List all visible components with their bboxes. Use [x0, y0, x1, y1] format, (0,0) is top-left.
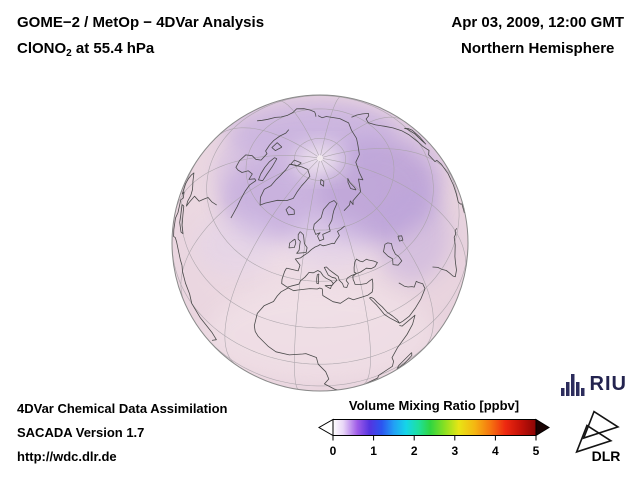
graticule-meridian [319, 116, 403, 159]
coast-east-asia [351, 113, 465, 214]
coast-arabia-persian-gulf [398, 280, 426, 324]
graticule-meridian [294, 158, 321, 390]
coastlines [173, 108, 465, 391]
field-blob [288, 215, 372, 271]
riu-bar [565, 382, 570, 396]
coast-baffin-island [258, 157, 278, 182]
colorbar-tick-label: 2 [411, 444, 418, 458]
caption-block: 4DVar Chemical Data Assimilation SACADA … [17, 397, 228, 469]
coast-sicily [324, 284, 332, 289]
coast-south-america-ne [181, 265, 217, 341]
assimilation-caption: 4DVar Chemical Data Assimilation [17, 401, 228, 416]
coast-black-sea [353, 258, 378, 274]
graticule-meridian [224, 157, 321, 366]
north-pole-spot [317, 155, 323, 162]
globe-limb [171, 94, 469, 392]
species-subscript: 2 [66, 48, 72, 59]
coast-us-east-gulf-caribbean [173, 172, 217, 266]
coast-svalbard [320, 178, 325, 187]
riu-logo: RIU [560, 371, 627, 397]
coast-victoria-island [271, 142, 283, 151]
coast-ireland [288, 238, 297, 249]
colorbar-tick-label: 5 [533, 444, 540, 458]
coast-siberia-arctic [317, 115, 364, 211]
field-blob [197, 215, 277, 275]
coast-iceland [285, 206, 295, 216]
coast-red-sea [369, 297, 400, 324]
riu-bar [580, 388, 585, 396]
colorbar-right-arrow [535, 418, 550, 437]
coast-europe-atlantic-baltic [286, 225, 345, 272]
coast-novaya-zemlya [347, 178, 357, 191]
coast-alaska-bc [257, 108, 317, 122]
title-line1: GOME−2 / MetOp − 4DVar Analysis [17, 14, 265, 31]
figure-title-block: GOME−2 / MetOp − 4DVar Analysis ClONO2 a… [17, 10, 264, 67]
field-blob [374, 187, 450, 283]
coast-aral-sea [397, 235, 404, 242]
graticule [171, 95, 469, 390]
graticule-meridian [319, 157, 434, 349]
coast-east-africa [366, 314, 416, 384]
colorbar-tick-label: 0 [330, 444, 337, 458]
graticule-parallel [201, 332, 436, 387]
riu-logo-text: RIU [589, 372, 627, 395]
colorbar-gradient [332, 419, 537, 436]
coast-japan [404, 127, 427, 145]
graticule-meridian [175, 155, 321, 211]
riu-bar [575, 382, 580, 396]
colorbar-tick-label: 1 [370, 444, 377, 458]
species-context: at 55.4 hPa [71, 40, 155, 57]
dlr-logo-text: DLR [592, 448, 621, 464]
figure-datetime-block: Apr 03, 2009, 12:00 GMT Northern Hemisph… [451, 10, 624, 62]
graticule-meridian [180, 157, 321, 302]
graticule-meridian [319, 157, 371, 385]
colorbar-title: Volume Mixing Ratio [ppbv] [348, 398, 520, 413]
graticule-meridian [319, 96, 341, 159]
colorbar-tick-label: 4 [492, 444, 499, 458]
dlr-logo: DLR [566, 404, 624, 464]
coast-anatolia-levant-africa-west [253, 273, 374, 391]
coast-corsica-sardinia [316, 273, 320, 285]
coast-caspian-sea [383, 242, 403, 266]
coast-greenland [259, 163, 311, 206]
title-line2: ClONO2 at 55.4 hPa [17, 36, 264, 67]
riu-logo-icon [560, 374, 585, 396]
graticule-meridian [277, 100, 321, 159]
field-blob [205, 285, 435, 385]
species-name: ClONO [17, 40, 67, 57]
url-caption: http://wdc.dlr.de [17, 449, 117, 464]
colorbar-block: Volume Mixing Ratio [ppbv] 0 1 2 3 4 5 [318, 398, 550, 461]
coast-india [432, 228, 458, 278]
datetime-text: Apr 03, 2009, 12:00 GMT [451, 14, 624, 31]
version-caption: SACADA Version 1.7 [17, 425, 145, 440]
mixing-ratio-field [197, 100, 450, 385]
dlr-chevron [582, 410, 620, 440]
coast-canada-arctic-hudson [230, 129, 290, 219]
dlr-bird-icon [575, 410, 620, 454]
colorbar-tick-label: 3 [451, 444, 458, 458]
dlr-logo-icon: DLR [575, 410, 621, 464]
coast-scandinavia [313, 200, 338, 242]
hemisphere-text: Northern Hemisphere [461, 40, 615, 57]
riu-bar [560, 388, 565, 396]
colorbar-left-arrow [318, 418, 334, 437]
graticule-meridian [319, 157, 467, 273]
coast-ellesmere-island [290, 159, 302, 167]
coast-great-britain [296, 231, 308, 254]
coast-iberia-mediterranean [281, 266, 357, 288]
graticule-meridian [217, 127, 321, 159]
coast-madagascar [396, 352, 413, 370]
coast-antilles [179, 204, 185, 235]
colorbar: 0 1 2 3 4 5 [318, 418, 550, 458]
riu-bar [570, 374, 575, 396]
